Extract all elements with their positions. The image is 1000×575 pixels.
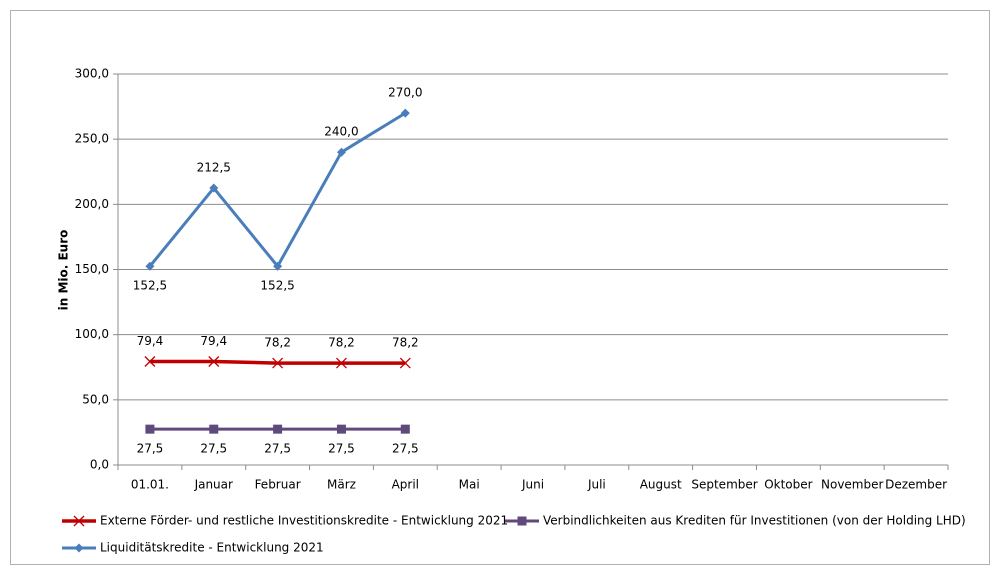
data-label: 27,5 (137, 442, 164, 456)
y-tick-label: 300,0 (75, 67, 109, 81)
data-label: 27,5 (328, 442, 355, 456)
marker (400, 108, 410, 118)
y-tick-label: 100,0 (75, 327, 109, 341)
marker (399, 357, 411, 369)
marker (74, 543, 84, 553)
marker (145, 424, 155, 434)
marker (209, 183, 219, 193)
x-tick-label: Dezember (885, 478, 947, 492)
marker (273, 261, 283, 271)
x-tick-label: März (327, 478, 356, 492)
marker (336, 424, 346, 434)
x-tick-label: Februar (255, 478, 301, 492)
marker (209, 424, 219, 434)
x-tick-label: April (392, 478, 419, 492)
x-tick-label: November (821, 478, 883, 492)
data-label: 270,0 (388, 86, 422, 100)
data-label: 79,4 (137, 334, 164, 348)
legend-label: Verbindlichkeiten aus Krediten für Inves… (543, 514, 966, 528)
data-label: 78,2 (392, 336, 419, 350)
x-tick-label: September (691, 478, 757, 492)
marker (336, 147, 346, 157)
marker (208, 356, 220, 367)
chart-frame (10, 10, 990, 565)
data-label: 27,5 (200, 442, 227, 456)
marker (145, 261, 155, 271)
legend-label: Liquiditätskredite - Entwicklung 2021 (100, 541, 324, 555)
data-label: 79,4 (200, 334, 227, 348)
data-label: 152,5 (133, 279, 167, 293)
y-tick-label: 250,0 (75, 132, 109, 146)
data-label: 27,5 (264, 442, 291, 456)
marker (400, 424, 410, 434)
marker (73, 515, 85, 527)
x-tick-label: Januar (194, 478, 233, 492)
data-label: 212,5 (197, 161, 231, 175)
x-tick-label: Juni (521, 478, 544, 492)
x-tick-label: 01.01. (131, 478, 169, 492)
marker (517, 516, 527, 526)
marker (272, 357, 284, 369)
legend-label: Externe Förder- und restliche Investitio… (100, 514, 508, 528)
y-tick-label: 150,0 (75, 262, 109, 276)
y-tick-label: 200,0 (75, 197, 109, 211)
data-label: 240,0 (324, 125, 358, 139)
marker (144, 356, 156, 367)
y-axis-title: in Mio. Euro (57, 230, 71, 311)
marker (273, 424, 283, 434)
x-tick-label: August (640, 478, 682, 492)
x-tick-label: Oktober (764, 478, 812, 492)
x-tick-label: Juli (587, 478, 606, 492)
data-label: 78,2 (328, 336, 355, 350)
data-label: 152,5 (260, 279, 294, 293)
data-label: 78,2 (264, 336, 291, 350)
data-label: 27,5 (392, 442, 419, 456)
y-tick-label: 0,0 (90, 458, 109, 472)
y-tick-label: 50,0 (82, 392, 109, 406)
marker (336, 357, 347, 369)
x-tick-label: Mai (459, 478, 480, 492)
